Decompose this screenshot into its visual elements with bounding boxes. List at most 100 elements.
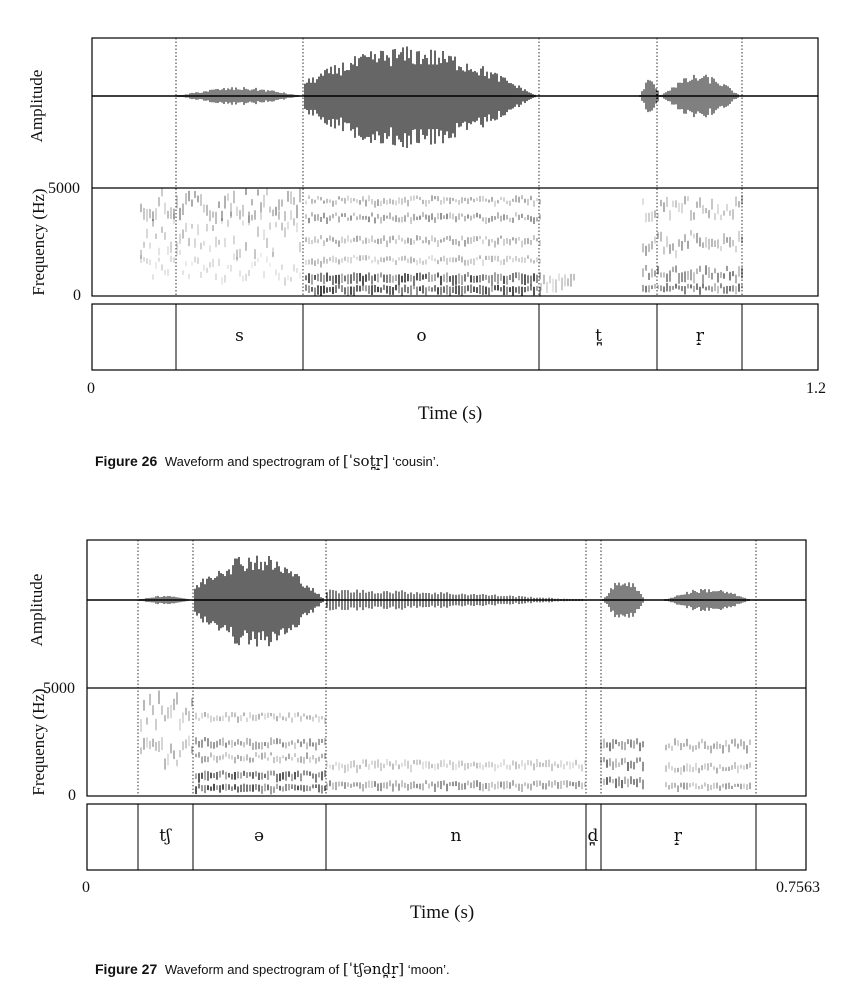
spectrogram-streak — [356, 273, 358, 284]
spectrogram-streak — [476, 275, 478, 283]
spectrogram-streak — [410, 782, 412, 790]
spectrogram-streak — [374, 256, 376, 263]
spectrogram-streak — [518, 286, 520, 294]
spectrogram-streak — [437, 763, 439, 770]
spectrogram-streak — [386, 256, 388, 261]
spectrogram-streak — [320, 272, 322, 282]
spectrogram-streak — [467, 780, 469, 786]
spectrogram-streak — [458, 213, 460, 220]
spectrogram-streak — [392, 275, 394, 283]
figure-26: Amplitude Frequency (Hz) 5000 0 0 1.2 Ti… — [0, 0, 865, 470]
spectrogram-streak — [200, 271, 202, 278]
spectrogram-streak — [734, 762, 736, 769]
spectrogram-streak — [434, 196, 436, 200]
spectrogram-streak — [551, 781, 553, 788]
spectrogram-streak — [512, 257, 514, 263]
spectrogram-streak — [233, 253, 235, 260]
spectrogram-streak — [365, 781, 367, 789]
spectrogram-streak — [356, 256, 358, 260]
spectrogram-streak — [717, 286, 719, 294]
spectrogram-streak — [222, 754, 224, 760]
spectrogram-streak — [446, 783, 448, 792]
spectrogram-streak — [446, 213, 448, 220]
annotation-tier — [86, 803, 807, 871]
spectrogram-streak — [503, 285, 505, 296]
spectrogram-streak — [335, 285, 337, 293]
spectrogram-streak — [726, 265, 728, 272]
spectrogram-streak — [282, 755, 284, 759]
spectrogram-streak — [173, 213, 175, 225]
spectrogram-streak — [434, 217, 436, 223]
spectrogram-streak — [666, 196, 668, 208]
spectrogram-streak — [732, 285, 734, 292]
spectrogram-streak — [674, 782, 676, 788]
spectrogram-streak — [246, 784, 248, 792]
spectrogram-streak — [312, 742, 314, 747]
spectrogram-streak — [669, 270, 671, 282]
spectrogram-streak — [428, 761, 430, 769]
spectrogram-streak — [563, 780, 565, 786]
spectrogram-streak — [455, 257, 457, 263]
spectrogram-streak — [422, 285, 424, 294]
spectrogram-streak — [303, 756, 305, 764]
spectrogram-streak — [365, 237, 367, 244]
spectrogram-streak — [726, 285, 728, 294]
spectrogram-streak — [737, 743, 739, 749]
spectrogram-streak — [299, 188, 301, 203]
spectrogram-streak — [738, 230, 740, 242]
spectrogram-streak — [416, 216, 418, 221]
spectrogram-streak — [627, 739, 629, 745]
spectrogram-streak — [320, 285, 322, 296]
spectrogram-streak — [488, 239, 490, 247]
spectrogram-streak — [455, 239, 457, 245]
spectrogram-streak — [684, 234, 686, 243]
spectrogram-streak — [158, 690, 160, 705]
spectrogram-streak — [482, 239, 484, 245]
spectrogram-streak — [242, 220, 244, 226]
spectrogram-streak — [449, 286, 451, 296]
spectrogram-streak — [368, 238, 370, 244]
spectrogram-streak — [374, 274, 376, 281]
spectrogram-streak — [305, 214, 307, 219]
spectrogram-streak — [243, 712, 245, 717]
spectrogram-streak — [284, 211, 286, 222]
spectrogram-streak — [347, 195, 349, 201]
spectrogram-streak — [693, 272, 695, 284]
spectrogram-streak — [350, 286, 352, 295]
spectrogram-streak — [222, 770, 224, 775]
spectrogram-streak — [567, 278, 569, 287]
spectrogram-streak — [306, 770, 308, 776]
spectrogram-streak — [359, 285, 361, 292]
spectrogram-streak — [311, 240, 313, 244]
spectrogram-streak — [230, 264, 232, 272]
spectrogram-streak — [264, 742, 266, 747]
spectrogram-streak — [240, 741, 242, 746]
spectrogram-streak — [539, 780, 541, 786]
spectrogram-streak — [300, 773, 302, 782]
spectrogram-streak — [686, 763, 688, 772]
spectrogram-streak — [581, 764, 583, 772]
segment-label: s — [235, 326, 244, 346]
caption-ipa: [ˈsot̪r̝] — [342, 452, 389, 470]
spectrogram-streak — [341, 273, 343, 283]
spectrogram-streak — [428, 783, 430, 789]
spectrogram-streak — [686, 782, 688, 790]
spectrogram-streak — [371, 260, 373, 264]
spectrogram-streak — [257, 189, 259, 196]
spectrogram-streak — [386, 199, 388, 205]
spectrogram-streak — [524, 286, 526, 293]
spectrogram-streak — [690, 210, 692, 221]
spectrogram-streak — [143, 241, 145, 248]
spectrogram-streak — [404, 196, 406, 203]
spectrogram-streak — [246, 772, 248, 778]
spectrogram-streak — [290, 276, 292, 282]
spectrogram-streak — [329, 275, 331, 281]
spectrogram-streak — [227, 264, 229, 269]
spectrogram-streak — [323, 212, 325, 219]
spectrogram-streak — [341, 197, 343, 202]
spectrogram-streak — [416, 235, 418, 241]
spectrogram-streak — [191, 261, 193, 266]
spectrogram-streak — [440, 286, 442, 295]
spectrogram-streak — [287, 275, 289, 281]
spectrogram-streak — [437, 287, 439, 295]
